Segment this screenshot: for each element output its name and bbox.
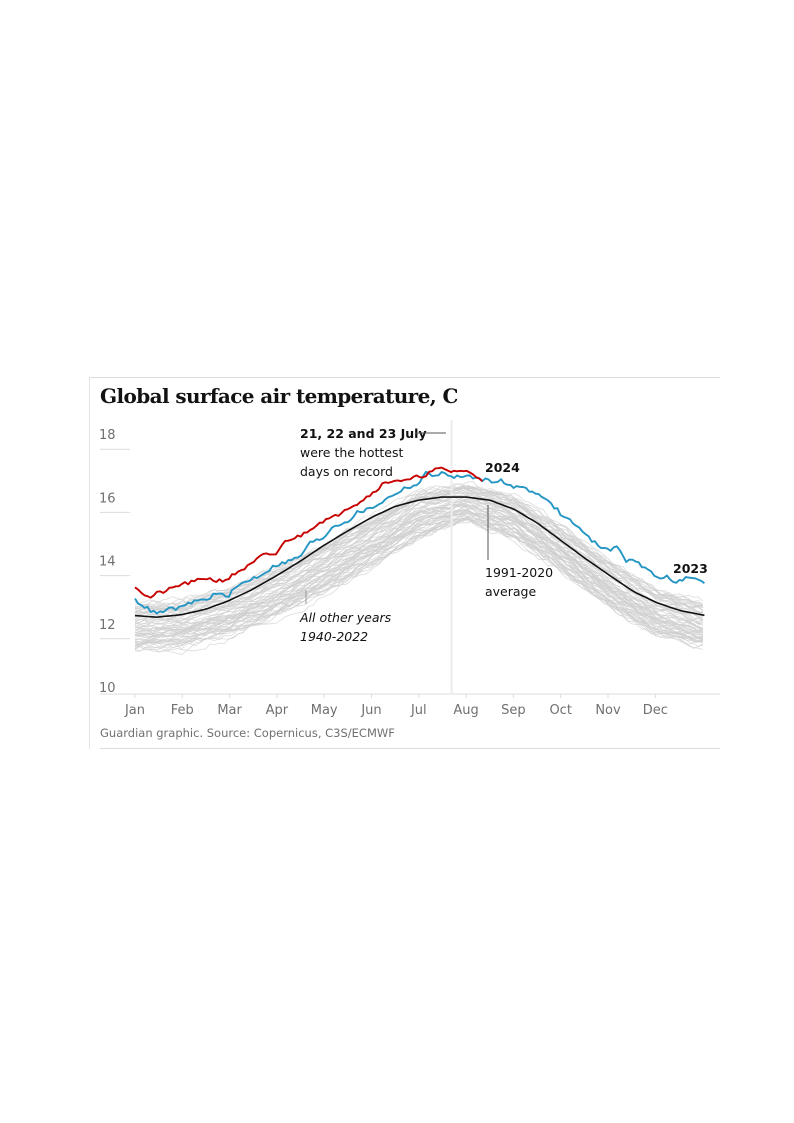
chart-source: Guardian graphic. Source: Copernicus, C3… <box>100 726 395 740</box>
x-tick-label: Jun <box>360 703 381 718</box>
band-year-line <box>134 509 703 643</box>
x-tick-label: Oct <box>549 703 571 718</box>
band-year-line <box>134 483 704 609</box>
x-tick-label: May <box>311 703 338 718</box>
annotation-hottest-days: 21, 22 and 23 July <box>300 426 427 441</box>
chart-title: Global surface air temperature, C <box>100 384 458 408</box>
band-year-line <box>134 487 704 614</box>
x-tick-label: Nov <box>595 703 621 718</box>
band-year-line <box>134 508 704 638</box>
y-tick-label: 12 <box>99 618 116 633</box>
band-year-line <box>134 502 704 632</box>
chart-frame <box>89 377 721 749</box>
band-year-line <box>134 508 704 636</box>
x-tick-label: Jan <box>124 703 145 718</box>
series-line-2024 <box>134 466 483 599</box>
series-line-2023 <box>134 470 705 615</box>
band-year-line <box>134 518 703 653</box>
band-year-line <box>134 497 704 627</box>
band-year-line <box>134 503 704 642</box>
band-year-line <box>134 520 703 647</box>
x-tick-label: Jul <box>410 703 427 718</box>
annotation-hottest-days: days on record <box>300 464 393 479</box>
band-year-line <box>134 510 704 642</box>
label-2024: 2024 <box>485 460 520 475</box>
band-year-line <box>134 494 704 621</box>
y-tick-label: 18 <box>99 428 116 443</box>
annotation-other-years: All other years <box>299 610 392 625</box>
annotation-average: average <box>485 584 536 599</box>
annotation-average: 1991-2020 <box>485 565 553 580</box>
band-year-line <box>134 497 703 622</box>
top-rule <box>89 377 720 378</box>
x-tick-label: Sep <box>501 703 526 718</box>
y-tick-label: 10 <box>99 681 116 696</box>
bottom-rule <box>100 748 720 749</box>
band-year-line <box>134 513 704 643</box>
label-2023: 2023 <box>673 561 708 576</box>
band-year-line <box>134 486 704 606</box>
y-tick-label: 16 <box>99 491 116 506</box>
series-line-1991-2020-average <box>134 496 705 619</box>
x-tick-label: Apr <box>266 703 289 718</box>
x-tick-label: Feb <box>171 703 194 718</box>
x-tick-label: Mar <box>217 703 242 718</box>
y-tick-label: 14 <box>99 555 116 570</box>
x-tick-label: Dec <box>643 703 668 718</box>
annotation-hottest-days: were the hottest <box>300 445 404 460</box>
annotation-other-years: 1940-2022 <box>300 629 368 644</box>
band-year-line <box>134 492 704 624</box>
band-year-line <box>134 517 703 655</box>
x-tick-label: Aug <box>453 703 478 718</box>
